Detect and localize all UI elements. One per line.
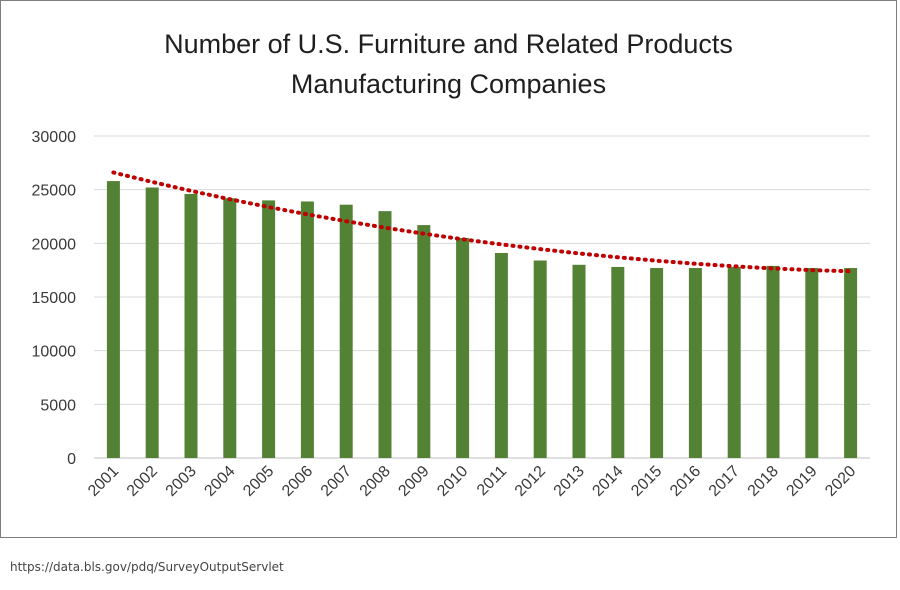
bar [339,204,353,458]
bar [650,268,664,458]
bar [494,252,508,458]
bar [766,265,780,458]
bar [184,193,198,458]
x-tick-label: 2004 [201,463,238,500]
bar [378,211,392,458]
y-tick-label: 0 [67,451,76,468]
x-tick-label: 2009 [395,463,432,500]
bar [456,237,470,458]
y-tick-label: 25000 [32,183,77,200]
bar [572,264,586,458]
x-tick-label: 2010 [434,463,471,500]
bar [844,268,858,458]
x-tick-label: 2002 [124,463,161,500]
x-tick-label: 2019 [783,463,820,500]
chart-title-line-2: Manufacturing Companies [290,69,607,99]
y-tick-label: 20000 [32,236,77,253]
x-tick-label: 2012 [512,463,549,500]
x-tick-label: 2003 [163,463,200,500]
x-tick-label: 2001 [85,463,122,500]
y-tick-label: 10000 [32,344,77,361]
x-tick-label: 2018 [745,463,782,500]
bar [145,187,159,458]
x-tick-label: 2020 [822,463,859,500]
bar [417,225,431,458]
x-tick-label: 2015 [628,463,665,500]
bar [300,201,314,458]
trendline [111,170,853,274]
bar [688,268,702,458]
x-tick-label: 2016 [667,463,704,500]
x-tick-label: 2017 [706,463,743,500]
y-tick-label: 15000 [32,290,77,307]
chart-title-line-1: Number of U.S. Furniture and Related Pro… [164,29,733,59]
y-tick-label: 5000 [40,397,76,414]
bar [727,266,741,458]
bar [223,198,237,458]
bar [533,260,547,458]
x-tick-label: 2008 [357,463,394,500]
y-tick-label: 30000 [32,129,77,146]
x-tick-label: 2007 [318,463,355,500]
x-tick-label: 2014 [589,463,626,500]
x-tick-label: 2006 [279,463,316,500]
x-tick-label: 2005 [240,463,277,500]
x-tick-label: 2013 [551,463,588,500]
bar [805,268,819,458]
chart-title: Number of U.S. Furniture and Related Pro… [0,24,897,104]
x-tick-label: 2011 [474,463,510,499]
source-note[interactable]: https://data.bls.gov/pdq/SurveyOutputSer… [10,560,284,574]
bar [106,181,120,458]
bar [611,266,625,458]
bar [262,200,276,458]
